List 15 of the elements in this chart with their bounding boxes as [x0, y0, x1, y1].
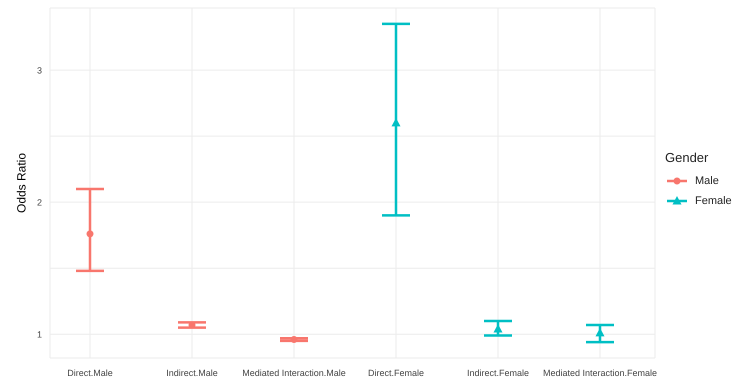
point [86, 230, 94, 238]
point [290, 336, 298, 344]
y-tick-label: 3 [36, 65, 42, 76]
x-tick-label: Direct.Female [368, 368, 424, 378]
x-tick-label: Indirect.Male [166, 368, 218, 378]
x-tick-label: Direct.Male [67, 368, 113, 378]
legend-label: Female [695, 195, 732, 207]
x-tick-label: Mediated Interaction.Female [542, 368, 658, 378]
x-tick-label: Mediated Interaction.Male [242, 368, 346, 378]
y-tick-label: 2 [36, 197, 42, 208]
y-tick-label: 1 [36, 329, 42, 340]
legend-title: Gender [665, 150, 710, 165]
x-tick-label: Indirect.Female [466, 368, 530, 378]
y-axis-title: Odds Ratio [14, 152, 28, 214]
legend-label: Male [695, 175, 719, 187]
